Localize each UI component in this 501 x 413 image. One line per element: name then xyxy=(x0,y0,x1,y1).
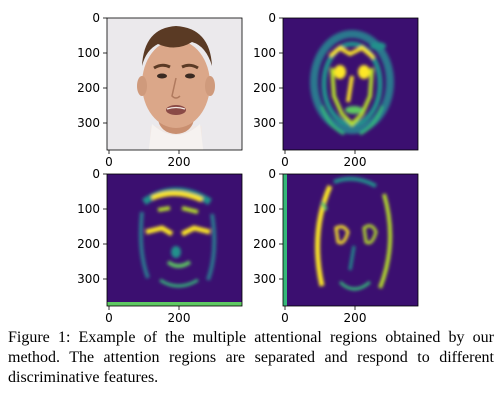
attention-axes-1: 0 100 200 300 0 200 xyxy=(253,11,419,169)
y-tick-label: 200 xyxy=(77,81,100,95)
y-tick-label: 300 xyxy=(77,272,100,286)
attention-axes-2: 0 100 200 300 0 200 xyxy=(77,167,243,325)
x-axis-ticks: 0 200 xyxy=(281,150,366,169)
y-tick-label: 200 xyxy=(77,237,100,251)
y-tick-label: 100 xyxy=(77,46,100,60)
face-photo-image xyxy=(107,18,242,150)
y-tick-label: 0 xyxy=(268,167,276,181)
y-axis-ticks: 0 100 200 300 xyxy=(253,11,283,130)
x-tick-label: 200 xyxy=(344,155,367,169)
photo-axes: 0 100 200 300 0 200 xyxy=(77,11,243,169)
y-tick-label: 100 xyxy=(253,202,276,216)
x-axis-ticks: 0 200 xyxy=(105,306,190,325)
y-tick-label: 0 xyxy=(92,167,100,181)
x-axis-ticks: 0 200 xyxy=(281,306,366,325)
x-tick-label: 0 xyxy=(105,155,113,169)
attention-map-panel-2: 0 100 200 300 0 200 xyxy=(72,162,252,330)
attention-heatmap-1 xyxy=(283,18,418,150)
attention-axes-3: 0 100 200 300 0 200 xyxy=(253,167,419,325)
y-tick-label: 100 xyxy=(77,202,100,216)
y-axis-ticks: 0 100 200 300 xyxy=(77,11,107,130)
photo-panel: 0 100 200 300 0 200 xyxy=(72,6,252,174)
y-tick-label: 0 xyxy=(268,11,276,25)
figure-caption: Figure 1: Example of the multiple attent… xyxy=(8,329,494,386)
x-axis-ticks: 0 200 xyxy=(105,150,190,169)
y-tick-label: 200 xyxy=(253,81,276,95)
x-tick-label: 0 xyxy=(105,311,113,325)
x-tick-label: 200 xyxy=(344,311,367,325)
attention-map-panel-1: 0 100 200 300 0 200 xyxy=(248,6,428,174)
attention-heatmap-3 xyxy=(283,174,418,306)
x-tick-label: 0 xyxy=(281,311,289,325)
y-tick-label: 300 xyxy=(253,116,276,130)
y-axis-ticks: 0 100 200 300 xyxy=(77,167,107,286)
y-tick-label: 0 xyxy=(92,11,100,25)
attention-heatmap-2 xyxy=(107,174,242,306)
y-tick-label: 100 xyxy=(253,46,276,60)
x-tick-label: 0 xyxy=(281,155,289,169)
y-tick-label: 300 xyxy=(253,272,276,286)
x-tick-label: 200 xyxy=(168,155,191,169)
y-tick-label: 200 xyxy=(253,237,276,251)
x-tick-label: 200 xyxy=(168,311,191,325)
y-tick-label: 300 xyxy=(77,116,100,130)
y-axis-ticks: 0 100 200 300 xyxy=(253,167,283,286)
attention-map-panel-3: 0 100 200 300 0 200 xyxy=(248,162,428,330)
